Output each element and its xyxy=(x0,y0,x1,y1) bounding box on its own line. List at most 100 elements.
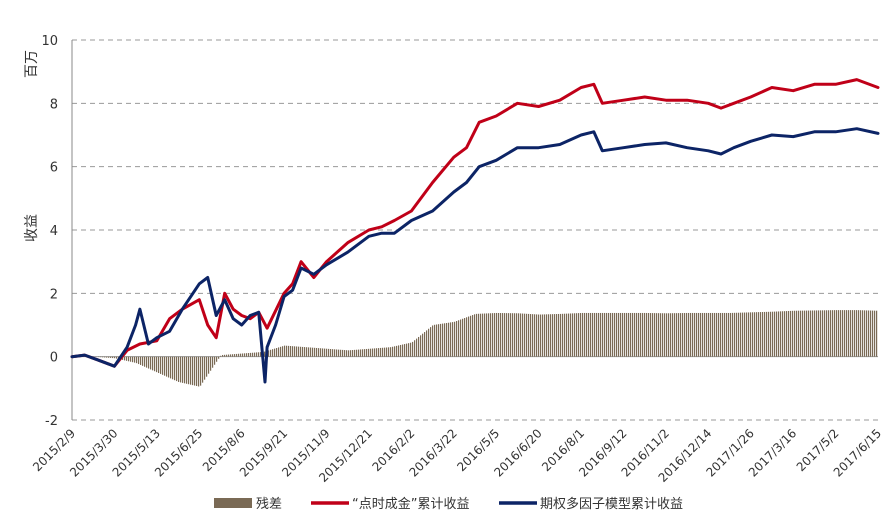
residual-bar xyxy=(616,312,618,357)
residual-bar xyxy=(210,356,212,371)
residual-bar xyxy=(678,313,680,357)
residual-bar xyxy=(362,349,364,357)
residual-bar xyxy=(484,313,486,357)
residual-bar xyxy=(518,313,520,357)
residual-bar xyxy=(334,349,336,357)
residual-bar xyxy=(332,349,334,357)
residual-bar xyxy=(536,314,538,357)
residual-bar xyxy=(302,346,304,357)
residual-bar xyxy=(590,312,592,357)
residual-bar xyxy=(558,313,560,357)
residual-bar xyxy=(756,312,758,357)
residual-bar xyxy=(586,312,588,357)
residual-bar xyxy=(402,344,404,357)
residual-bar xyxy=(716,312,718,357)
residual-bar xyxy=(532,314,534,357)
residual-bar xyxy=(392,346,394,357)
residual-bar xyxy=(152,356,154,371)
residual-bar xyxy=(314,347,316,357)
residual-bar xyxy=(438,324,440,357)
residual-bar xyxy=(780,311,782,357)
residual-bar xyxy=(364,349,366,357)
residual-bar xyxy=(222,354,224,357)
residual-bar xyxy=(286,345,288,357)
residual-bar xyxy=(738,312,740,357)
y-tick-label: 6 xyxy=(50,161,58,176)
legend: 残差 “点时成金”累计收益 期权多因子模型累计收益 xyxy=(214,496,683,512)
residual-bar xyxy=(872,310,874,357)
residual-bar xyxy=(422,333,424,357)
residual-bar xyxy=(148,356,150,369)
residual-bar xyxy=(544,314,546,357)
residual-bar xyxy=(258,352,260,357)
residual-bar xyxy=(482,313,484,357)
residual-bar xyxy=(528,313,530,357)
residual-bar xyxy=(246,353,248,357)
residual-bar xyxy=(166,356,168,377)
residual-bar xyxy=(668,313,670,357)
residual-bar xyxy=(456,321,458,357)
residual-bar xyxy=(836,310,838,357)
residual-bar xyxy=(580,313,582,357)
residual-bar xyxy=(294,346,296,357)
residual-bar xyxy=(474,314,476,357)
residual-bar xyxy=(386,347,388,357)
residual-bar xyxy=(272,349,274,357)
residual-bar xyxy=(538,314,540,357)
residual-bar xyxy=(198,356,200,387)
residual-bar xyxy=(410,342,412,357)
residual-bar xyxy=(342,349,344,357)
residual-bar xyxy=(248,353,250,357)
residual-bar xyxy=(632,312,634,357)
residual-bar xyxy=(816,310,818,357)
residual-bar xyxy=(606,312,608,357)
residual-bar xyxy=(722,312,724,357)
residual-bar xyxy=(114,356,116,359)
residual-bar xyxy=(384,347,386,357)
residual-bar xyxy=(354,349,356,357)
y-axis-unit: 百万 xyxy=(24,50,40,78)
residual-bar xyxy=(346,350,348,357)
residual-bar xyxy=(708,312,710,357)
residual-bar xyxy=(188,356,190,385)
residual-bar xyxy=(674,313,676,357)
residual-bar xyxy=(868,310,870,357)
residual-bar xyxy=(592,312,594,357)
residual-bar xyxy=(352,350,354,357)
residual-bar xyxy=(624,312,626,357)
residual-bar xyxy=(472,315,474,357)
residual-bar xyxy=(840,310,842,357)
residual-bar xyxy=(704,312,706,357)
residual-bar xyxy=(260,352,262,357)
residual-bar xyxy=(646,312,648,357)
residual-bar xyxy=(104,356,106,358)
residual-bar xyxy=(156,356,158,373)
y-axis-label: 收益 xyxy=(24,214,40,242)
residual-bar xyxy=(564,313,566,357)
residual-bar xyxy=(370,348,372,357)
residual-bar xyxy=(526,313,528,357)
residual-bar xyxy=(844,310,846,357)
residual-bar xyxy=(186,356,188,384)
residual-bar xyxy=(200,356,202,386)
y-tick-label: 0 xyxy=(50,351,58,366)
legend-label-residual: 残差 xyxy=(256,497,282,512)
residual-bar xyxy=(820,310,822,357)
residual-bar xyxy=(612,312,614,357)
residual-bar xyxy=(310,347,312,357)
legend-label-multifactor: 期权多因子模型累计收益 xyxy=(540,496,683,512)
residual-bar xyxy=(660,313,662,357)
residual-bar xyxy=(514,313,516,357)
residual-bar xyxy=(356,349,358,357)
residual-bar xyxy=(568,313,570,357)
residual-bar xyxy=(502,313,504,357)
residual-bar xyxy=(470,315,472,357)
residual-bar xyxy=(372,348,374,357)
residual-bar xyxy=(180,356,182,383)
residual-bar xyxy=(750,312,752,357)
residual-bar xyxy=(212,356,214,368)
residual-bar xyxy=(424,332,426,357)
residual-bar xyxy=(524,313,526,357)
residual-bar xyxy=(240,353,242,357)
residual-bar xyxy=(344,350,346,357)
